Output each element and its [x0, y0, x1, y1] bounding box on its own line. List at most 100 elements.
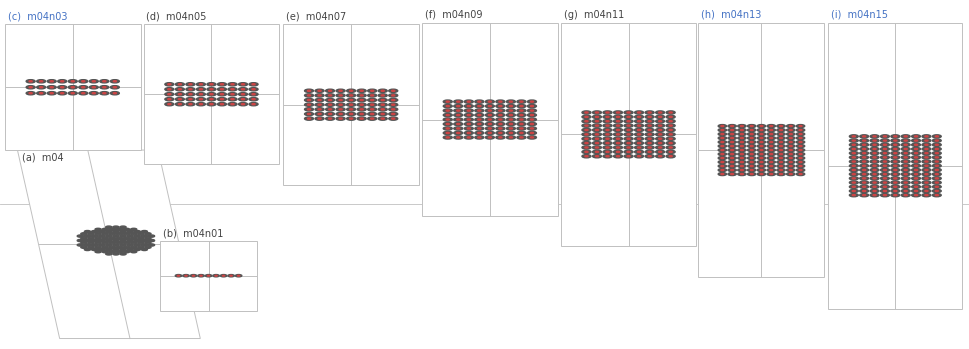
Text: (b)  m04n01: (b) m04n01 [163, 228, 223, 238]
Circle shape [900, 160, 909, 163]
Circle shape [658, 121, 661, 122]
Circle shape [923, 169, 927, 171]
Circle shape [911, 173, 920, 176]
Circle shape [206, 83, 216, 86]
Circle shape [484, 113, 494, 117]
Circle shape [852, 191, 855, 192]
Text: (f)  m04n09: (f) m04n09 [424, 10, 482, 20]
Circle shape [922, 143, 930, 146]
Circle shape [336, 89, 345, 92]
Circle shape [61, 81, 64, 82]
Circle shape [592, 111, 601, 114]
Circle shape [880, 156, 889, 159]
Circle shape [796, 133, 804, 135]
Circle shape [378, 94, 387, 97]
Circle shape [595, 138, 598, 139]
Circle shape [506, 109, 515, 112]
Circle shape [178, 84, 181, 85]
Circle shape [328, 104, 331, 105]
Circle shape [669, 147, 672, 148]
Circle shape [861, 140, 865, 141]
Circle shape [506, 113, 515, 117]
Circle shape [717, 157, 726, 159]
Circle shape [328, 90, 331, 91]
Circle shape [852, 195, 855, 196]
Circle shape [123, 242, 130, 244]
Circle shape [613, 115, 622, 118]
Circle shape [175, 83, 184, 86]
Circle shape [144, 246, 151, 248]
Text: (d)  m04n05: (d) m04n05 [146, 12, 206, 22]
Circle shape [209, 104, 213, 105]
Circle shape [484, 100, 494, 103]
Circle shape [890, 151, 899, 155]
Circle shape [903, 186, 906, 187]
Circle shape [666, 124, 674, 127]
Circle shape [175, 275, 181, 277]
Circle shape [796, 169, 804, 172]
Circle shape [730, 146, 733, 147]
Circle shape [890, 181, 899, 184]
Circle shape [852, 178, 855, 179]
Circle shape [872, 140, 875, 141]
Circle shape [103, 87, 106, 88]
Circle shape [71, 87, 75, 88]
Circle shape [789, 154, 792, 155]
Circle shape [892, 182, 896, 183]
Circle shape [123, 246, 130, 248]
Circle shape [89, 86, 98, 89]
Circle shape [623, 150, 633, 154]
Circle shape [141, 248, 147, 251]
Circle shape [231, 84, 234, 85]
Circle shape [852, 161, 855, 162]
Circle shape [84, 248, 90, 251]
Circle shape [592, 137, 601, 140]
Circle shape [759, 165, 763, 166]
Circle shape [717, 133, 726, 135]
Text: (c)  m04n03: (c) m04n03 [8, 12, 67, 22]
Circle shape [789, 162, 792, 163]
Circle shape [581, 146, 590, 149]
Circle shape [911, 139, 920, 142]
Circle shape [478, 114, 481, 116]
Circle shape [144, 237, 151, 239]
Circle shape [123, 237, 130, 239]
Circle shape [339, 90, 342, 91]
Circle shape [116, 233, 122, 235]
Circle shape [467, 132, 470, 134]
Circle shape [367, 98, 376, 102]
Circle shape [883, 157, 886, 158]
Circle shape [852, 157, 855, 158]
Circle shape [326, 117, 334, 120]
Circle shape [749, 134, 752, 135]
Circle shape [197, 103, 205, 106]
Circle shape [103, 92, 106, 94]
Circle shape [849, 185, 858, 188]
Circle shape [766, 153, 774, 156]
Circle shape [890, 177, 899, 180]
Circle shape [644, 128, 653, 132]
Circle shape [581, 115, 590, 118]
Circle shape [779, 146, 782, 147]
Circle shape [737, 136, 745, 140]
Circle shape [116, 237, 122, 239]
Circle shape [112, 244, 119, 246]
Circle shape [737, 172, 745, 176]
Circle shape [934, 182, 937, 183]
Circle shape [367, 103, 376, 106]
Circle shape [506, 127, 515, 130]
Circle shape [498, 128, 501, 129]
Circle shape [381, 95, 384, 96]
Circle shape [498, 105, 501, 107]
Circle shape [584, 125, 587, 126]
Circle shape [626, 134, 630, 135]
Circle shape [456, 105, 459, 107]
Circle shape [475, 100, 484, 103]
Circle shape [798, 134, 801, 135]
Circle shape [603, 124, 611, 127]
Circle shape [669, 142, 672, 144]
Circle shape [606, 112, 609, 113]
Circle shape [634, 120, 642, 123]
Circle shape [883, 186, 886, 187]
Circle shape [923, 165, 927, 166]
